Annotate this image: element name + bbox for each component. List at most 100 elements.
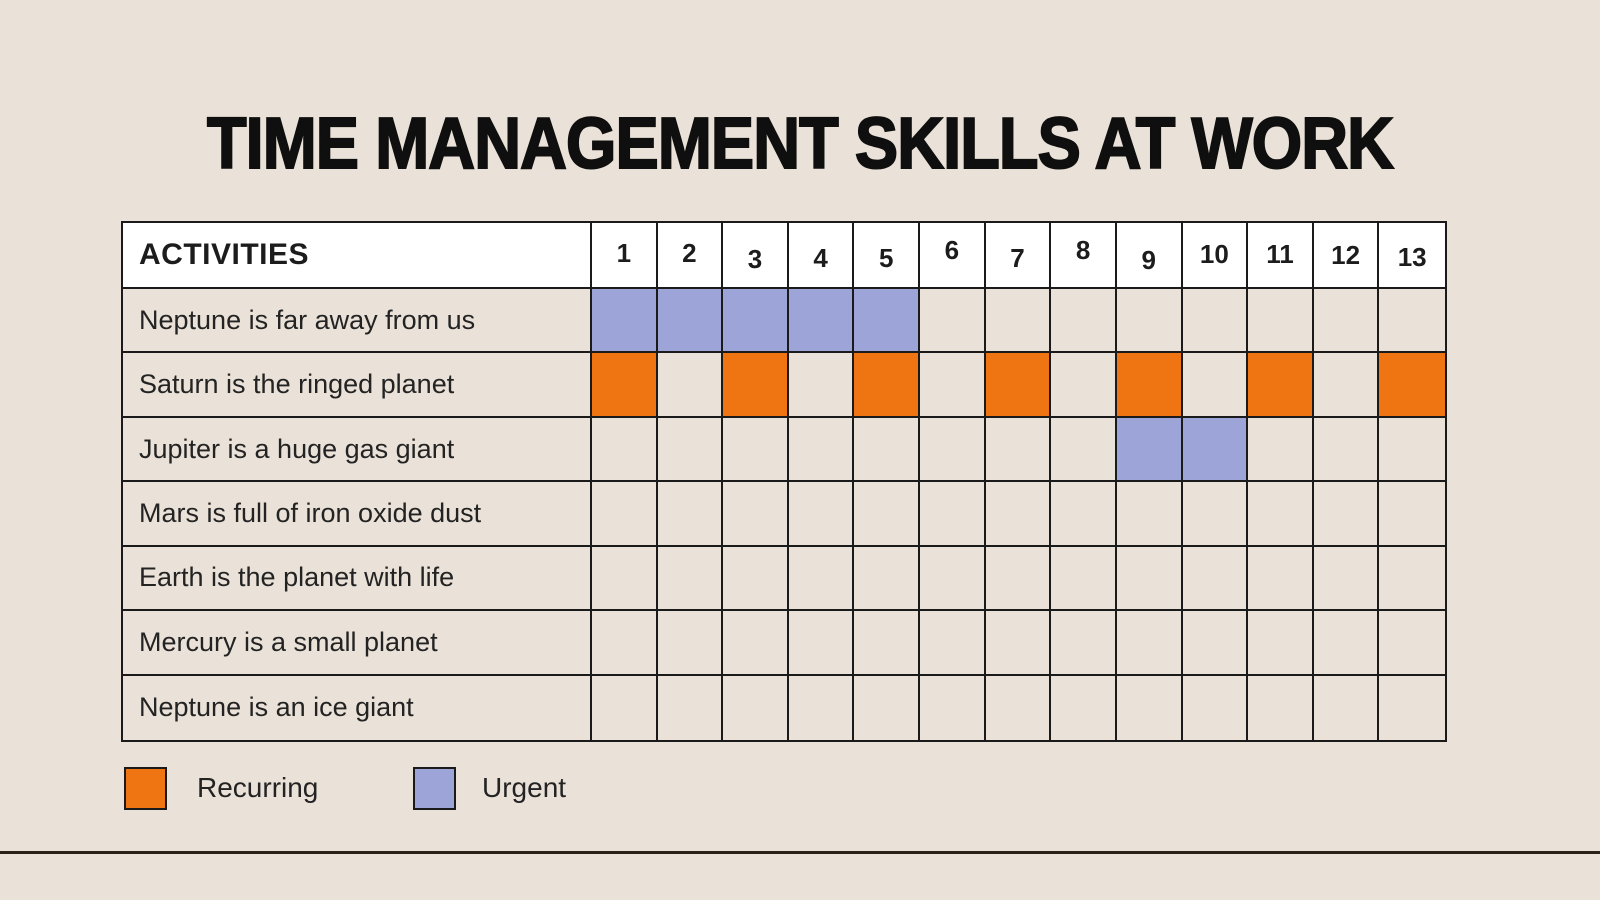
grid-cell [1183, 675, 1249, 740]
grid-cell [657, 353, 724, 418]
activity-label: Mars is full of iron oxide dust [123, 482, 592, 547]
grid-cell [920, 353, 986, 418]
column-header: 6 [920, 223, 986, 289]
grid-cell [854, 482, 921, 547]
grid-cell-urgent [1182, 417, 1249, 483]
grid-cell [592, 417, 658, 483]
column-header: 11 [1248, 223, 1314, 289]
grid-cell [1379, 676, 1445, 740]
column-header-number: 12 [1331, 239, 1361, 270]
grid-cell [985, 546, 1052, 612]
column-header-number: 10 [1199, 238, 1229, 269]
column-header-number: 5 [879, 242, 894, 273]
column-header: 4 [788, 223, 855, 289]
grid-cell [1051, 675, 1117, 740]
grid-cell [1379, 611, 1445, 676]
grid-cell [788, 417, 855, 483]
column-header-number: 1 [616, 237, 632, 268]
legend-label-urgent: Urgent [482, 772, 567, 803]
grid-cell [1182, 482, 1249, 547]
column-header: 8 [1051, 223, 1117, 289]
grid-cell [920, 417, 986, 483]
grid-cell [1182, 353, 1249, 418]
column-header-number: 8 [1075, 234, 1091, 265]
activity-label: Neptune is an ice giant [123, 675, 592, 740]
column-header: 10 [1182, 223, 1249, 289]
grid-cell [1182, 289, 1249, 354]
grid-cell-urgent [592, 289, 658, 354]
activity-label: Mercury is a small planet [123, 611, 592, 676]
grid-cell [1313, 417, 1380, 483]
grid-cell-recurring [854, 353, 921, 418]
grid-cell [920, 611, 986, 676]
grid-cell [1248, 417, 1314, 483]
grid-cell-recurring [723, 353, 789, 418]
grid-cell [1248, 546, 1314, 612]
grid-cell [1051, 482, 1117, 547]
page-title: TIME MANAGEMENT SKILLS AT WORK [206, 103, 1395, 185]
grid-cell [920, 289, 986, 354]
grid-cell [723, 675, 789, 740]
column-header: 13 [1379, 223, 1445, 289]
column-header: 12 [1313, 223, 1380, 289]
grid-cell [985, 289, 1052, 354]
grid-cell-urgent [1116, 417, 1183, 483]
grid-cell [657, 611, 724, 676]
grid-cell [592, 611, 658, 676]
grid-cell [1248, 289, 1314, 354]
grid-cell-recurring [1116, 353, 1183, 418]
grid-cell [1182, 546, 1249, 612]
grid-cell [788, 611, 855, 676]
grid-cell [1051, 289, 1117, 354]
grid-cell [1116, 546, 1183, 612]
grid-cell [1248, 611, 1314, 676]
column-header-number: 13 [1397, 241, 1427, 272]
column-header: 9 [1116, 223, 1183, 289]
grid-cell [723, 611, 789, 676]
grid-cell [1379, 547, 1445, 612]
grid-cell [1379, 289, 1445, 354]
bottom-divider [0, 851, 1600, 854]
grid-cell [1051, 417, 1117, 483]
column-header: 5 [854, 223, 921, 289]
grid-cell [658, 675, 724, 740]
grid-cell [592, 546, 658, 612]
grid-cell [1379, 482, 1445, 547]
grid-cell [723, 417, 789, 483]
grid-cell [592, 675, 658, 740]
grid-cell [985, 611, 1052, 676]
column-header-number: 4 [813, 242, 828, 273]
grid-cell-urgent [788, 289, 855, 354]
grid-cell [1313, 482, 1380, 547]
activity-label: Jupiter is a huge gas giant [123, 417, 592, 483]
grid-cell [788, 353, 855, 418]
column-header-number: 11 [1266, 238, 1294, 269]
column-header: 7 [985, 223, 1052, 289]
grid-cell [723, 546, 789, 612]
grid-cell [920, 675, 986, 740]
grid-cell [723, 482, 789, 547]
column-header-number: 7 [1010, 242, 1025, 273]
grid-cell [854, 675, 921, 740]
column-header-number: 2 [682, 237, 697, 268]
grid-cell [854, 611, 921, 676]
grid-cell [854, 546, 921, 612]
grid-cell [789, 675, 855, 740]
grid-cell [657, 482, 724, 547]
activity-label: Neptune is far away from us [123, 289, 592, 354]
grid-cell [1116, 289, 1183, 354]
activity-label: Saturn is the ringed planet [123, 353, 592, 418]
grid-cell-recurring [985, 353, 1052, 418]
grid-cell [1182, 611, 1249, 676]
grid-cell-urgent [854, 289, 921, 354]
column-header-number: 3 [747, 243, 763, 274]
grid-cell [1051, 611, 1117, 676]
gantt-table: ACTIVITIES 1 2 3 4 5 6 7 8 9 10 11 12 13 Neptune is fa… [121, 221, 1447, 742]
grid-cell [985, 482, 1052, 547]
grid-cell [985, 417, 1052, 483]
grid-cell-urgent [723, 289, 789, 354]
grid-cell [1313, 289, 1380, 354]
activity-label: Earth is the planet with life [123, 546, 592, 612]
grid-cell [920, 546, 986, 612]
grid-cell [1313, 546, 1380, 612]
